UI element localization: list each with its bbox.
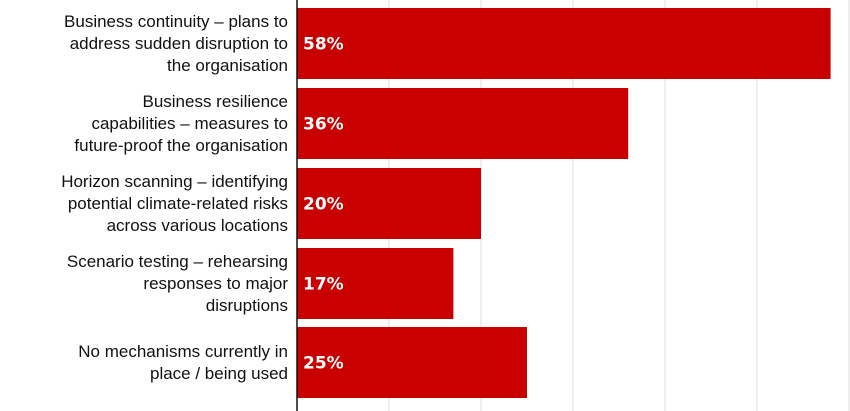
data-label: 58%	[303, 35, 344, 55]
category-label: Scenario testing – rehearsing responses …	[66, 251, 288, 315]
data-label: 17%	[303, 275, 344, 295]
bar	[297, 88, 629, 159]
bar	[297, 8, 831, 79]
data-label: 36%	[303, 115, 344, 135]
category-label: Business resilience capabilities – measu…	[74, 91, 288, 155]
bar	[297, 168, 481, 239]
category-label: Horizon scanning – identifying potential…	[61, 171, 288, 235]
category-label: No mechanisms currently in place / being…	[78, 341, 288, 383]
bar	[297, 248, 454, 319]
category-label: Business continuity – plans to address s…	[64, 11, 288, 75]
data-label: 25%	[303, 354, 344, 374]
data-label: 20%	[303, 195, 344, 215]
bar	[297, 327, 527, 398]
